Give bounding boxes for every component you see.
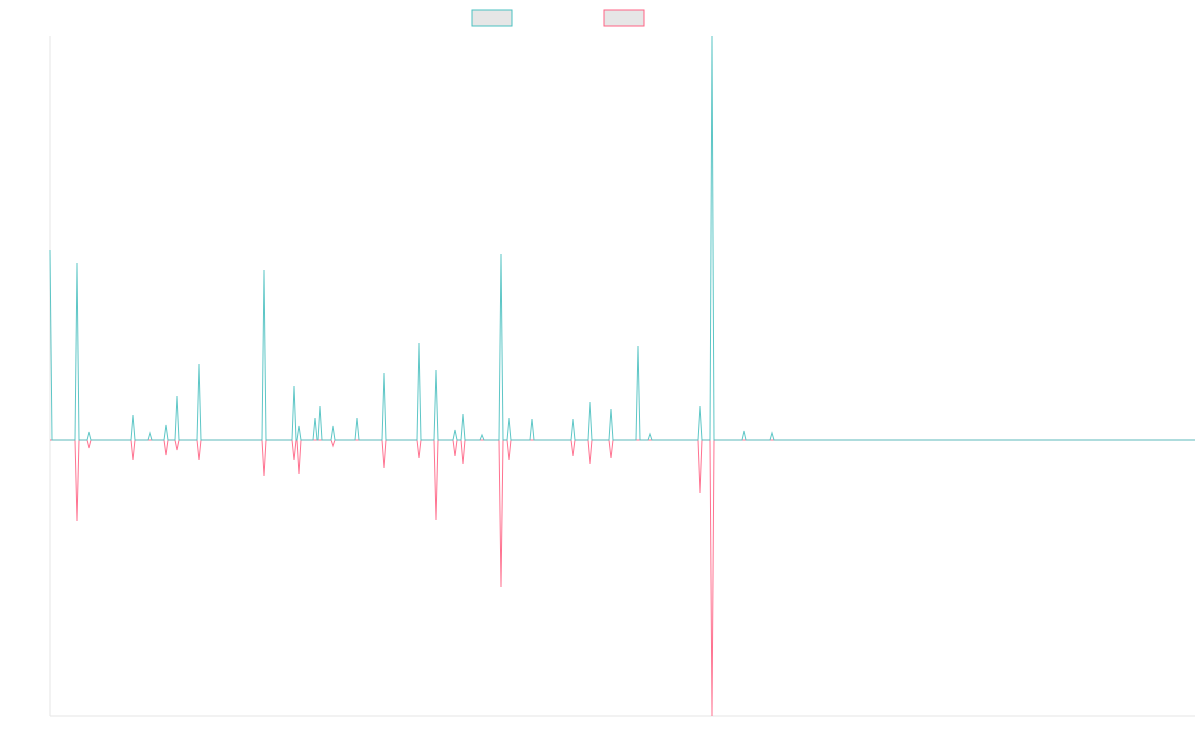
legend-swatch[interactable]	[471, 9, 513, 27]
legend-swatch[interactable]	[603, 9, 645, 27]
series-line	[50, 439, 1195, 717]
series-line	[49, 35, 1195, 441]
